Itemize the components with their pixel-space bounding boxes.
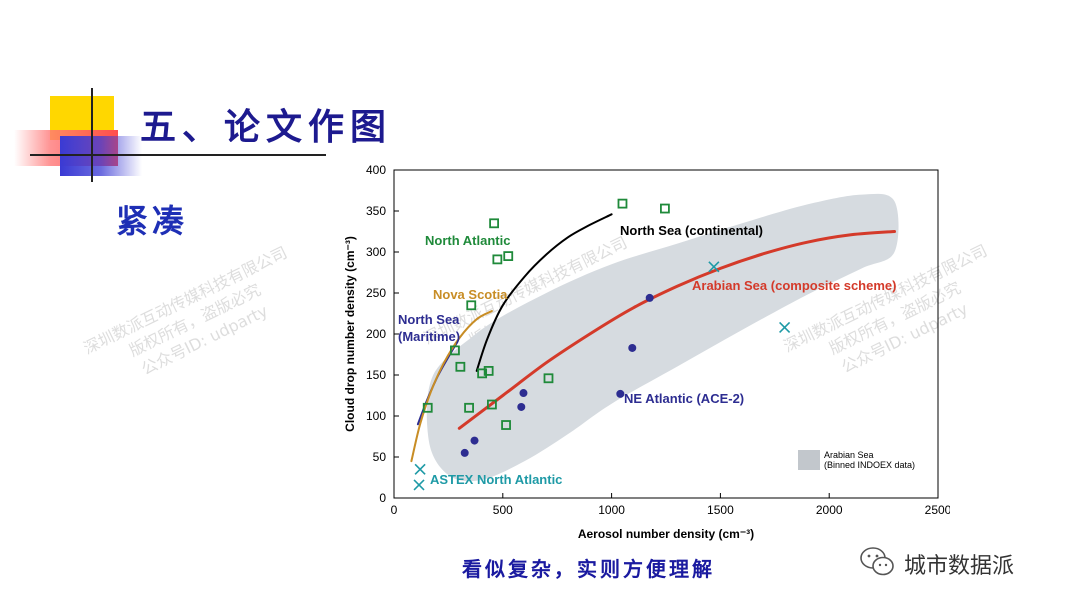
data-point-x (414, 463, 426, 475)
background-band-layer (426, 193, 899, 482)
series-label-north-sea-maritime-line1: North Sea (398, 312, 460, 327)
data-point-circle (616, 389, 625, 398)
data-point-square (489, 218, 499, 229)
x-tick-label: 2000 (816, 503, 843, 517)
slide-subtitle: 紧凑 (116, 202, 189, 240)
data-point-square (617, 198, 628, 209)
data-point-circle (517, 402, 526, 411)
curve-arabian-sea-composite-scheme (457, 230, 896, 430)
data-point-x-stroke (779, 321, 791, 334)
y-tick-label: 0 (379, 491, 386, 505)
series-label-nova-scotia: Nova Scotia (433, 287, 508, 302)
data-point-circle (628, 343, 637, 352)
watermark-left: 深圳数派互动传媒科技有限公司 版权所有，盗版必究 公众号ID: udparty (80, 242, 310, 400)
y-tick-label: 150 (366, 368, 386, 382)
wechat-icon (860, 547, 894, 576)
data-point-square (660, 203, 670, 214)
background-band (426, 193, 899, 482)
x-tick-label: 2500 (925, 503, 950, 517)
data-point-x-stroke (708, 261, 720, 273)
data-point-x (708, 261, 720, 273)
y-axis-title: Cloud drop number density (cm⁻³) (343, 236, 357, 432)
data-point-square (543, 373, 554, 384)
series-label-north-atlantic: North Atlantic (425, 233, 510, 248)
data-point-square (422, 402, 433, 413)
curve-north-sea-continental (475, 213, 613, 372)
deco-blue-gradient (60, 136, 142, 176)
data-point-x (779, 321, 791, 334)
tick-layer: 0 500 1000 1500 2000 2500 0 50 100 150 200 250 300 35… (366, 163, 950, 517)
data-point-square (483, 365, 494, 376)
data-point-square (477, 368, 488, 379)
x-tick-label: 500 (493, 503, 513, 517)
data-point-square (492, 254, 503, 265)
series-label-north-sea-maritime-line2: (Maritime) (398, 329, 460, 344)
legend-text-line1: Arabian Sea (824, 450, 874, 460)
x-tick-label: 0 (391, 503, 398, 517)
data-point-circle (470, 436, 479, 445)
series-label-arabian-sea-composite: Arabian Sea (composite scheme) (692, 278, 896, 293)
data-point-square (466, 300, 477, 311)
deco-vertical-line (91, 88, 93, 182)
series-label-north-sea-continental: North Sea (continental) (620, 223, 763, 238)
legend-swatch-band (798, 450, 820, 470)
scatter-chart: 0 500 1000 1500 2000 2500 0 50 100 150 200 250 300 35… (343, 163, 950, 541)
y-tick-label: 250 (366, 286, 386, 300)
data-point-circle (645, 293, 654, 302)
data-point-x-stroke (413, 479, 425, 491)
y-tick-label: 50 (373, 450, 387, 464)
data-point-circle (460, 448, 469, 457)
brand-name: 城市数据派 (904, 554, 1015, 579)
x-tick-label: 1500 (707, 503, 734, 517)
slide-caption: 看似复杂，实则方便理解 (462, 557, 715, 581)
data-point-square (464, 402, 474, 413)
y-tick-label: 200 (366, 327, 386, 341)
deco-horizontal-line (30, 154, 326, 156)
curve-nova-scotia (410, 310, 493, 463)
data-point-x-stroke (414, 463, 426, 475)
slide-title: 五、论文作图 (140, 106, 393, 148)
point-layer (413, 198, 791, 491)
data-point-x (413, 479, 425, 491)
y-tick-label: 100 (366, 409, 386, 423)
data-point-square (450, 345, 460, 356)
x-tick-label: 1000 (598, 503, 625, 517)
data-point-square (487, 399, 497, 410)
data-point-circle (519, 389, 528, 398)
series-label-ne-atlantic: NE Atlantic (ACE-2) (624, 391, 744, 406)
legend-text-line2: (Binned INDOEX data) (824, 460, 915, 470)
x-axis-title: Aerosol number density (cm⁻³) (578, 527, 754, 541)
y-tick-label: 400 (366, 163, 386, 177)
data-point-square (503, 251, 514, 261)
data-point-square (455, 361, 466, 372)
y-tick-label: 350 (366, 204, 386, 218)
y-tick-label: 300 (366, 245, 386, 259)
data-point-square (501, 420, 511, 430)
series-label-astex: ASTEX North Atlantic (430, 472, 562, 487)
